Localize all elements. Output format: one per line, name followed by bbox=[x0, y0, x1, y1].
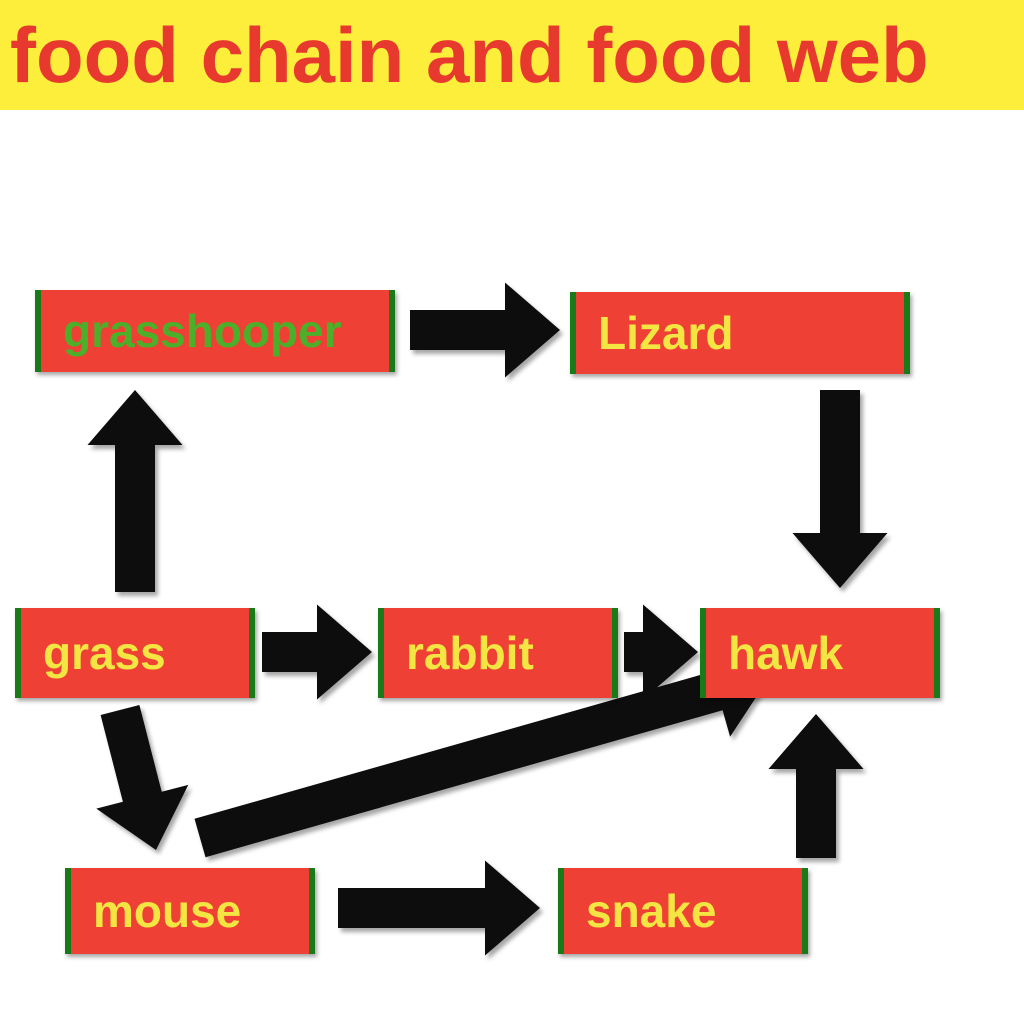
arrow-snake-to-hawk bbox=[769, 714, 864, 858]
node-mouse: mouse bbox=[65, 868, 315, 954]
node-label: Lizard bbox=[598, 306, 733, 360]
arrow-grass-to-mouse bbox=[96, 705, 188, 850]
node-label: mouse bbox=[93, 884, 241, 938]
node-lizard: Lizard bbox=[570, 292, 910, 374]
node-snake: snake bbox=[558, 868, 808, 954]
node-rabbit: rabbit bbox=[378, 608, 618, 698]
node-label: grasshooper bbox=[63, 304, 342, 358]
node-hawk: hawk bbox=[700, 608, 940, 698]
arrow-rabbit-to-hawk bbox=[624, 605, 698, 700]
node-grasshooper: grasshooper bbox=[35, 290, 395, 372]
node-label: grass bbox=[43, 626, 166, 680]
node-grass: grass bbox=[15, 608, 255, 698]
node-label: rabbit bbox=[406, 626, 534, 680]
diagram-stage: food chain and food web grasshooper Lizar… bbox=[0, 0, 1024, 1024]
node-label: hawk bbox=[728, 626, 843, 680]
arrow-lizard-to-hawk bbox=[793, 390, 888, 588]
arrow-grass-to-rabbit bbox=[262, 605, 372, 700]
title-bar: food chain and food web bbox=[0, 0, 1024, 110]
arrow-grasshooper-to-lizard bbox=[410, 283, 560, 378]
arrow-mouse-to-snake bbox=[338, 861, 540, 956]
arrow-grass-to-grasshooper bbox=[88, 390, 183, 592]
node-label: snake bbox=[586, 884, 716, 938]
